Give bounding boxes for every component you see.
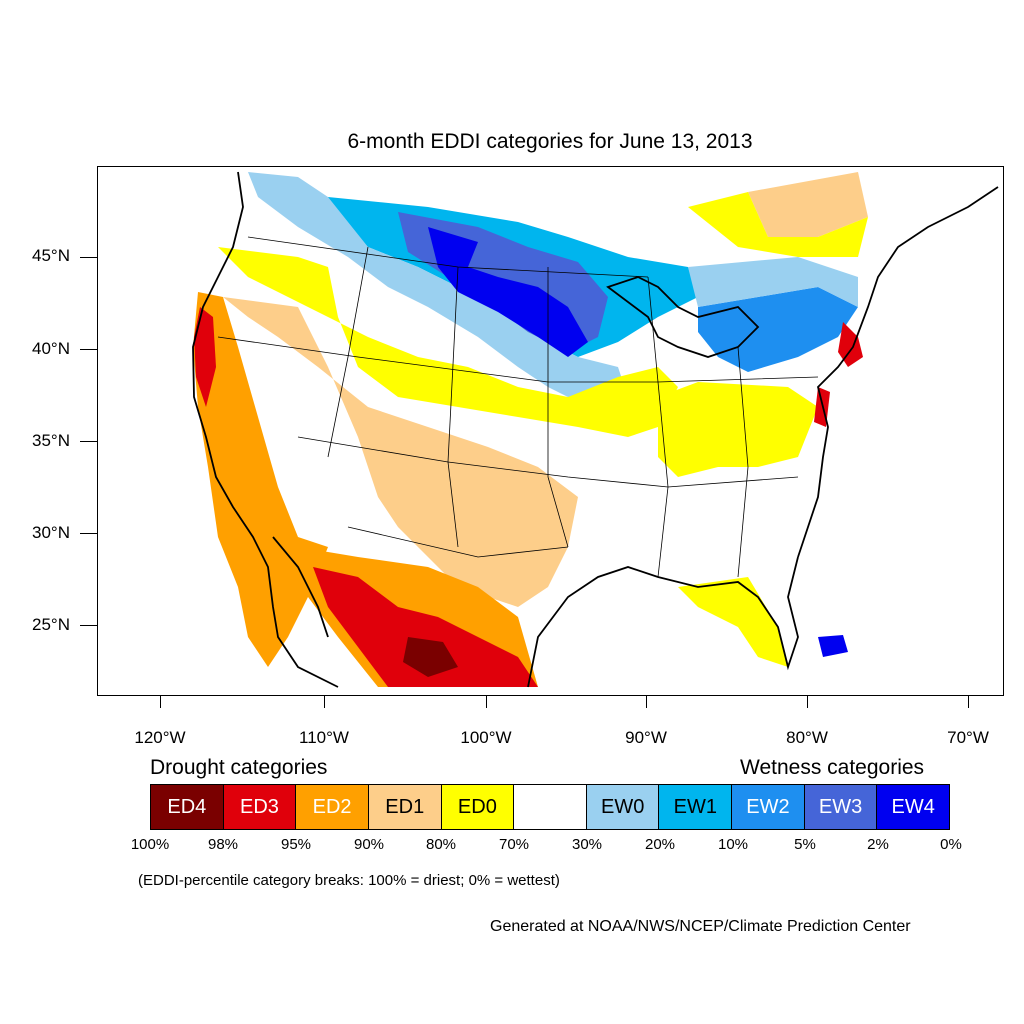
lat-tick <box>80 257 97 258</box>
region-ed3-midatlantic <box>814 387 830 427</box>
lat-label-45: 45°N <box>32 246 70 265</box>
lon-tick <box>968 696 969 708</box>
region-ed0-southeast <box>658 382 818 477</box>
lat-tick <box>80 533 97 534</box>
pct-label: 10% <box>717 836 749 853</box>
lat-label-35: 35°N <box>32 431 70 450</box>
legend-box-ed0: ED0 <box>441 785 515 829</box>
lon-label-110: 110°W <box>299 728 349 747</box>
region-ew0-north <box>248 172 628 407</box>
pct-label: 70% <box>498 836 530 853</box>
category-legend: ED4 ED3 ED2 ED1 ED0 EW0 EW1 EW2 EW3 EW4 <box>150 784 950 830</box>
legend-label-ed1: ED1 <box>385 795 425 818</box>
legend-box-ed4: ED4 <box>151 785 224 829</box>
category-note: (EDDI-percentile category breaks: 100% =… <box>138 872 560 889</box>
pct-label: 20% <box>644 836 676 853</box>
lon-label-80: 80°W <box>786 728 828 747</box>
gulf-coastline <box>527 556 799 688</box>
region-ew0-east <box>688 257 858 307</box>
pct-label: 90% <box>353 836 385 853</box>
region-ew4-bahamas <box>818 635 848 657</box>
legend-label-ew0: EW0 <box>600 795 645 818</box>
legend-box-ew3: EW3 <box>804 785 878 829</box>
lon-label-100: 100°W <box>460 728 512 747</box>
pct-label: 30% <box>571 836 603 853</box>
region-ed1-quebec <box>748 172 868 237</box>
lon-label-120: 120°W <box>134 728 186 747</box>
lat-label-30: 30°N <box>32 523 70 542</box>
region-ed1-west <box>223 297 578 607</box>
legend-box-ed3: ED3 <box>223 785 297 829</box>
drought-heading: Drought categories <box>150 756 328 779</box>
atlantic-coastline <box>797 186 999 558</box>
region-ed3-northeast <box>838 322 863 367</box>
legend-box-ed2: ED2 <box>296 785 369 829</box>
legend-label-ed0: ED0 <box>457 795 497 818</box>
pct-label: 98% <box>207 836 239 853</box>
legend-label-ed2: ED2 <box>312 795 352 818</box>
region-ed0-quebec <box>688 192 868 257</box>
pct-label: 80% <box>425 836 457 853</box>
lon-tick <box>324 696 325 708</box>
great-lakes <box>606 276 760 358</box>
lat-label-40: 40°N <box>32 339 70 358</box>
legend-box-ew1: EW1 <box>659 785 733 829</box>
legend-box-ed1: ED1 <box>368 785 442 829</box>
map-panel <box>97 166 1004 696</box>
eddi-map <box>192 171 999 688</box>
lon-label-90: 90°W <box>625 728 667 747</box>
pacific-coastline <box>192 171 339 688</box>
pct-label: 5% <box>794 836 816 853</box>
lon-label-70: 70°W <box>947 728 989 747</box>
legend-label-ew4: EW4 <box>891 795 935 818</box>
lon-tick <box>646 696 647 708</box>
pct-label: 2% <box>867 836 889 853</box>
pct-label: 0% <box>940 836 962 853</box>
region-ed3-coast <box>194 307 216 407</box>
legend-label-ew3: EW3 <box>818 795 863 818</box>
map-title: 6-month EDDI categories for June 13, 201… <box>347 130 753 153</box>
legend-box-ew0: EW0 <box>586 785 660 829</box>
credit-text: Generated at NOAA/NWS/NCEP/Climate Predi… <box>490 918 911 935</box>
legend-box-ew4: EW4 <box>877 785 950 829</box>
lat-tick <box>80 349 97 350</box>
region-ed0-florida <box>678 577 788 667</box>
region-ed4-mexico <box>403 637 458 677</box>
legend-label-ed4: ED4 <box>167 795 207 818</box>
state-boundaries <box>217 236 819 578</box>
region-ed3-mexico <box>313 567 538 687</box>
legend-box-ew2: EW2 <box>732 785 805 829</box>
lon-tick <box>160 696 161 708</box>
lat-tick <box>80 625 97 626</box>
lon-tick <box>486 696 487 708</box>
legend-label-ed3: ED3 <box>240 795 279 818</box>
pct-label: 95% <box>280 836 312 853</box>
legend-box-neutral <box>514 785 587 829</box>
region-ed2-california <box>193 292 328 667</box>
legend-label-ew1: EW1 <box>673 795 717 818</box>
pct-label: 100% <box>130 836 170 853</box>
lat-label-25: 25°N <box>32 615 70 634</box>
coastlines <box>192 171 999 688</box>
legend-label-ew2: EW2 <box>746 795 790 818</box>
lat-tick <box>80 441 97 442</box>
region-ed0-west <box>218 247 678 437</box>
wetness-heading: Wetness categories <box>740 756 925 779</box>
lon-tick <box>807 696 808 708</box>
gulf-of-california <box>272 536 329 638</box>
